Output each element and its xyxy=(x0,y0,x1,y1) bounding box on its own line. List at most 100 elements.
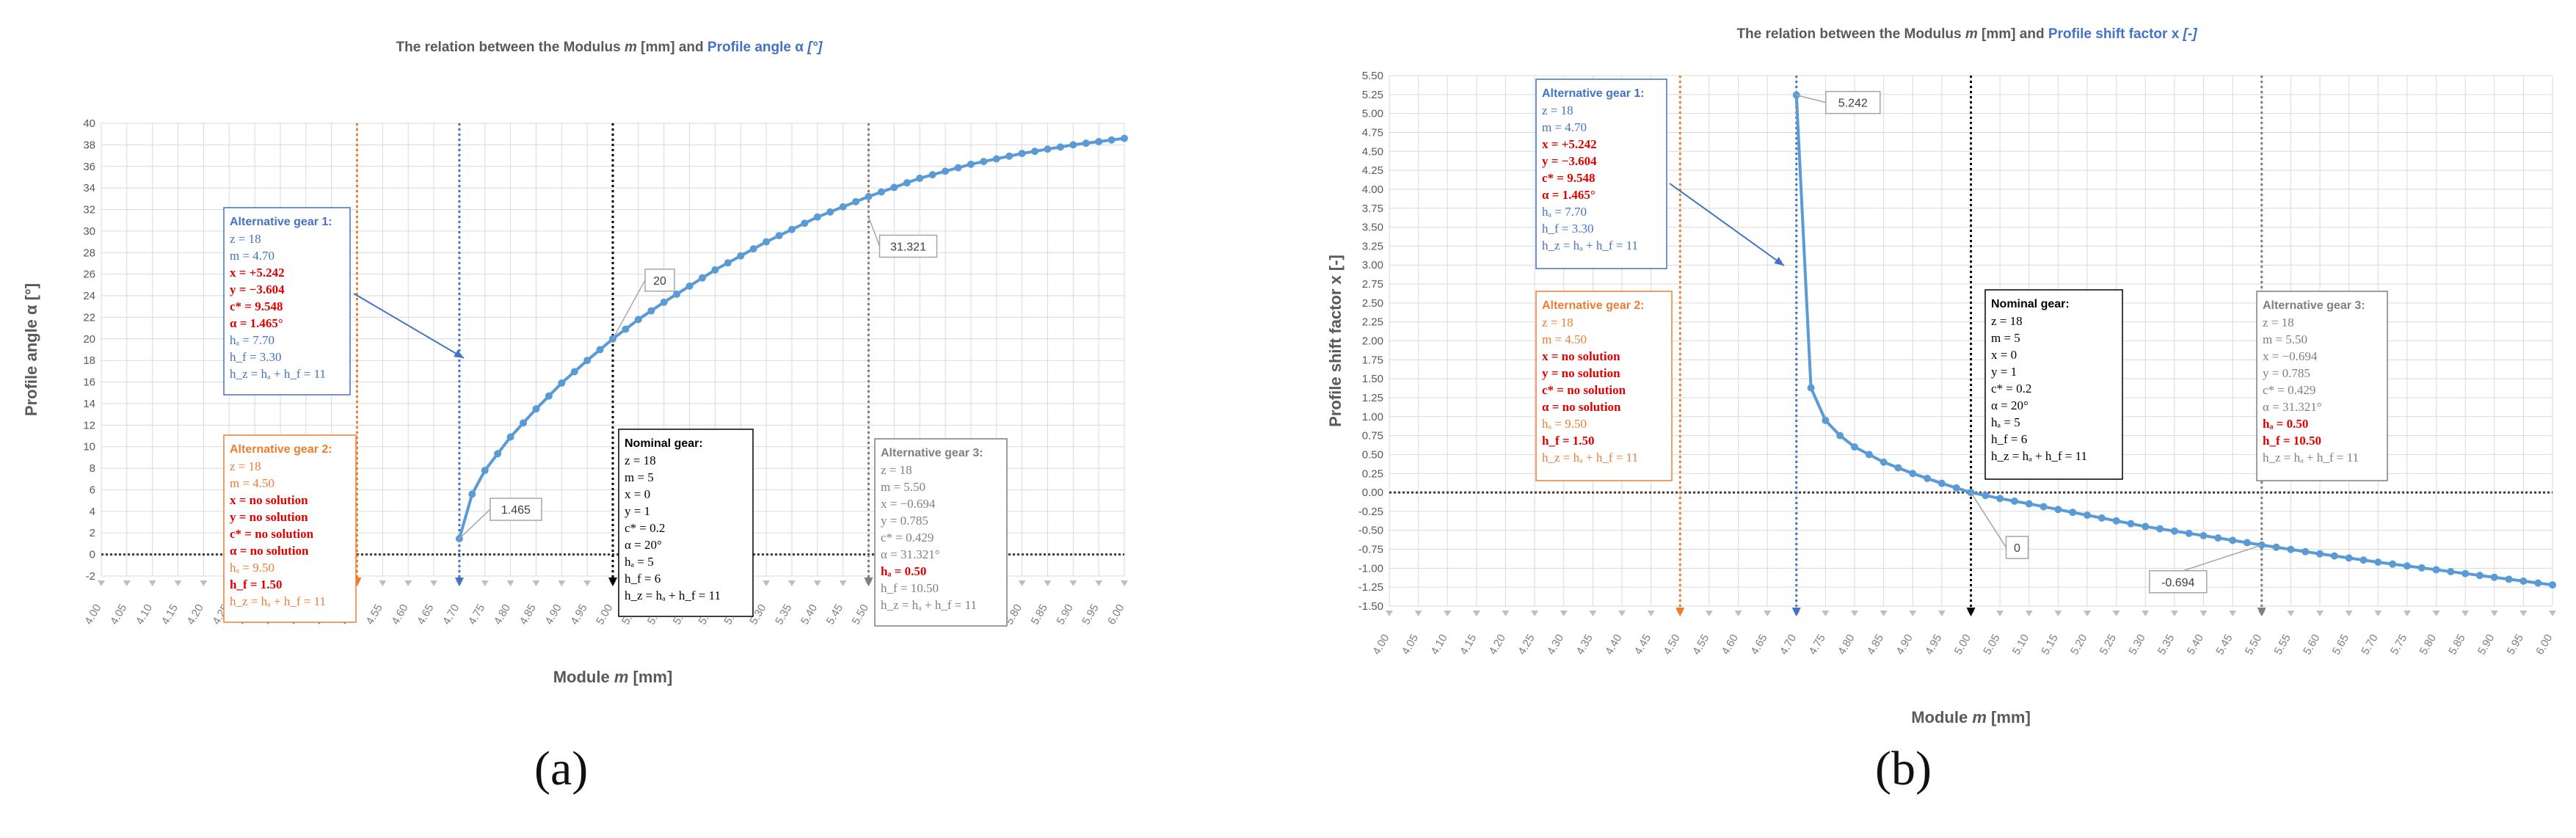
vertical-marker-arrow xyxy=(1966,608,1976,616)
x-tick-marker xyxy=(1851,611,1858,616)
data-point xyxy=(1894,464,1902,472)
data-point xyxy=(2054,506,2062,514)
y-tick-label: 12 xyxy=(83,419,95,431)
gear-info-box-title: Alternative gear 2: xyxy=(230,443,332,456)
gear-info-line: c* = no solution xyxy=(1542,383,1626,397)
gear-info-line: y = no solution xyxy=(230,510,308,524)
data-point xyxy=(698,274,706,282)
data-point xyxy=(2272,543,2280,551)
y-tick-label: 22 xyxy=(83,311,95,324)
vertical-marker-arrow xyxy=(2257,608,2266,616)
x-tick-marker xyxy=(1909,611,1917,616)
data-point xyxy=(2127,520,2135,528)
data-point xyxy=(954,164,962,172)
data-point xyxy=(1982,492,1990,500)
gear-info-line: y = −3.604 xyxy=(1542,154,1597,168)
y-tick-label: 4.00 xyxy=(1362,183,1383,196)
data-point xyxy=(596,346,604,354)
x-tick-marker xyxy=(787,580,796,586)
data-point xyxy=(2316,550,2324,558)
x-tick-label: 5.90 xyxy=(2475,633,2497,657)
gear-info-line: α = 20° xyxy=(1991,398,2029,412)
data-point xyxy=(2403,562,2411,570)
gear-info-line: h_z = hₐ + h_f = 11 xyxy=(1542,238,1638,252)
gear-info-line: z = 18 xyxy=(2263,316,2294,329)
y-tick-label: 1.00 xyxy=(1362,411,1383,423)
x-tick-label: 5.15 xyxy=(2040,633,2061,657)
data-point xyxy=(2170,527,2178,535)
x-tick-marker xyxy=(1069,580,1077,586)
data-point xyxy=(520,419,528,427)
gear-info-line: h_f = 3.30 xyxy=(230,350,282,364)
data-point xyxy=(1822,416,1830,424)
gear-info-line: m = 4.50 xyxy=(1542,332,1587,346)
data-point xyxy=(1924,474,1932,482)
gear-info-line: α = 20° xyxy=(625,538,662,552)
y-tick-label: 3.50 xyxy=(1362,222,1383,234)
y-tick-label: -1.25 xyxy=(1358,581,1383,594)
vertical-marker-arrow xyxy=(454,578,464,586)
data-point xyxy=(1807,384,1815,392)
x-tick-marker xyxy=(1734,611,1742,616)
gear-info-line: m = 5 xyxy=(1991,331,2020,345)
x-axis-label: Module m [mm] xyxy=(553,668,673,686)
data-point xyxy=(2374,558,2382,566)
gear-info-line: x = +5.242 xyxy=(230,266,285,280)
data-point xyxy=(2389,560,2397,568)
data-point xyxy=(1018,150,1026,158)
gear-info-line: h_z = hₐ + h_f = 11 xyxy=(625,589,721,602)
x-tick-label: 4.25 xyxy=(1516,633,1537,657)
gear-info-line: h_z = hₐ + h_f = 11 xyxy=(230,594,326,608)
point-label: 20 xyxy=(653,275,666,288)
data-point xyxy=(1005,152,1014,160)
data-point xyxy=(660,298,668,306)
x-tick-label: 5.30 xyxy=(2126,633,2147,657)
gear-info-line: α = 31.321° xyxy=(881,547,940,561)
gear-info-line: α = 1.465° xyxy=(230,316,283,330)
x-tick-label: 4.10 xyxy=(134,602,155,627)
gear-info-line: z = 18 xyxy=(881,463,912,477)
data-point xyxy=(532,405,540,413)
y-tick-label: 4.75 xyxy=(1362,126,1383,139)
data-point xyxy=(1938,479,1946,487)
x-tick-label: 5.90 xyxy=(1054,602,1075,627)
gear-info-box: Alternative gear 3: z = 18 m = 5.50 x = −0.… xyxy=(874,438,1008,627)
gear-info-box-title: Nominal gear: xyxy=(625,437,703,450)
x-tick-label: 5.00 xyxy=(594,602,615,627)
x-tick-marker xyxy=(123,580,131,586)
y-tick-label: 38 xyxy=(83,139,95,151)
chart-panel-a: The relation between the Modulus m [mm] … xyxy=(22,40,1128,686)
y-tick-label: 0.00 xyxy=(1362,487,1383,499)
data-point xyxy=(2505,575,2513,583)
x-tick-marker xyxy=(1414,611,1422,616)
x-tick-label: 4.50 xyxy=(1661,633,1682,657)
data-point xyxy=(890,183,898,192)
y-tick-label: 0.75 xyxy=(1362,430,1383,442)
x-tick-label: 4.35 xyxy=(1574,633,1596,657)
x-tick-marker xyxy=(2490,611,2498,616)
x-tick-label: 4.05 xyxy=(108,602,129,627)
x-tick-marker xyxy=(2112,611,2120,616)
data-point xyxy=(787,225,796,233)
gear-info-line: m = 5.50 xyxy=(2263,332,2307,346)
y-tick-label: 26 xyxy=(83,269,95,281)
data-point xyxy=(1865,451,1873,459)
point-label-box xyxy=(644,269,675,292)
x-tick-label: 5.20 xyxy=(2068,633,2089,657)
x-tick-marker xyxy=(558,580,566,586)
gear-info-line: x = +5.242 xyxy=(1542,137,1597,151)
y-tick-label: 6 xyxy=(90,484,95,496)
x-tick-label: 5.45 xyxy=(2213,633,2235,657)
data-point xyxy=(2229,536,2237,544)
x-tick-label: 4.40 xyxy=(1603,633,1624,657)
y-tick-label: 14 xyxy=(83,398,95,410)
y-tick-label: 1.25 xyxy=(1362,392,1383,404)
data-point xyxy=(634,316,642,324)
data-point xyxy=(558,379,566,387)
x-tick-label: 4.90 xyxy=(542,602,564,627)
gear-info-line: hₐ = 9.50 xyxy=(1542,417,1587,431)
x-tick-label: 4.55 xyxy=(1690,633,1711,657)
data-point xyxy=(813,213,821,221)
gear-info-line: c* = 0.429 xyxy=(2263,383,2315,397)
gear-info-box-border xyxy=(2256,291,2388,481)
